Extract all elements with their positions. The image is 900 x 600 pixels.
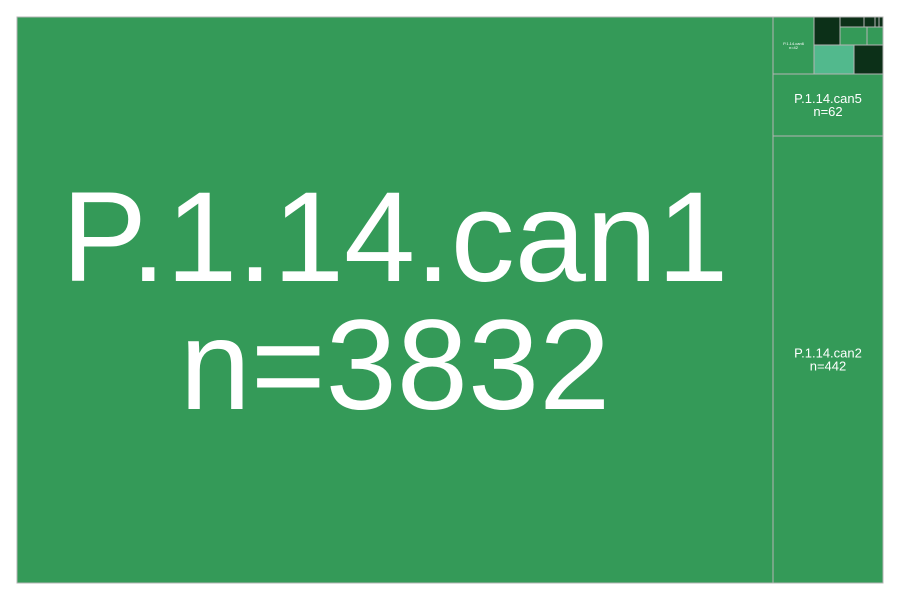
treemap-cell-6	[839, 26, 868, 46]
treemap-cell-5	[839, 16, 865, 28]
cell-name-label: P.1.14.can1	[62, 166, 729, 309]
treemap-cell-11	[874, 16, 880, 28]
treemap-cell-9	[853, 44, 884, 75]
cell-count-label: n=42	[789, 45, 799, 50]
treemap-frame	[16, 16, 884, 584]
cell-count-label: n=62	[813, 104, 842, 119]
treemap-cell-p-1-14-can2	[772, 135, 884, 584]
cell-count-label: n=442	[810, 359, 847, 374]
treemap-cell-8	[813, 44, 855, 75]
treemap-cell-10	[863, 16, 876, 28]
treemap-cell-4	[813, 16, 841, 46]
treemap-cell-7	[866, 26, 884, 46]
cell-name-label: P.1.14.can2	[794, 346, 862, 361]
cell-name-label: P.1.14.can5	[794, 91, 862, 106]
cell-name-label: P.1.14.can6	[783, 41, 805, 46]
cell-count-label: n=3832	[180, 294, 611, 437]
treemap-cell-12	[878, 16, 884, 28]
treemap-cell-p-1-14-can1	[16, 16, 774, 584]
